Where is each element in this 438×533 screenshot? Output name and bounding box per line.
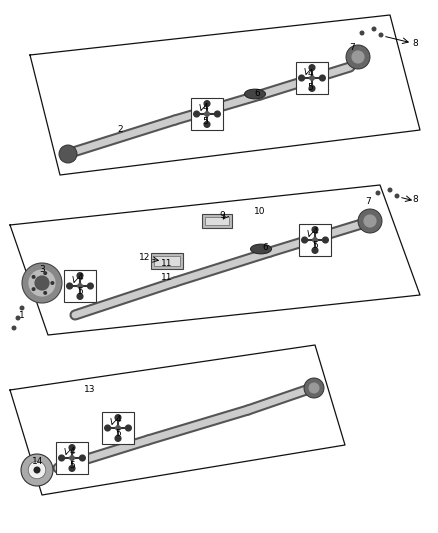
Circle shape — [69, 445, 75, 450]
Bar — [102, 412, 134, 444]
Text: 8: 8 — [412, 196, 418, 205]
Circle shape — [32, 287, 35, 291]
Circle shape — [346, 45, 370, 69]
Circle shape — [371, 27, 377, 31]
Text: 11: 11 — [161, 259, 173, 268]
Text: 7: 7 — [365, 198, 371, 206]
Text: 5: 5 — [202, 117, 208, 126]
Ellipse shape — [251, 244, 272, 254]
Circle shape — [309, 64, 315, 70]
Circle shape — [115, 415, 121, 421]
Circle shape — [20, 305, 25, 311]
Circle shape — [312, 247, 318, 253]
Text: 12: 12 — [139, 254, 151, 262]
Circle shape — [310, 76, 314, 80]
Circle shape — [33, 466, 41, 473]
Text: 5: 5 — [115, 430, 121, 439]
Circle shape — [115, 435, 121, 441]
Circle shape — [308, 383, 319, 393]
Text: 2: 2 — [117, 125, 123, 134]
Bar — [154, 256, 180, 266]
Circle shape — [351, 51, 364, 63]
Text: 3: 3 — [39, 265, 45, 274]
Circle shape — [116, 426, 120, 430]
Circle shape — [360, 30, 364, 36]
Text: 4: 4 — [69, 448, 75, 456]
Text: 5: 5 — [307, 83, 313, 92]
Bar — [191, 98, 223, 130]
Circle shape — [215, 111, 220, 117]
Circle shape — [32, 275, 35, 279]
Text: 8: 8 — [412, 38, 418, 47]
Text: 11: 11 — [161, 272, 173, 281]
Text: 5: 5 — [312, 241, 318, 251]
Bar — [151, 253, 183, 269]
Circle shape — [299, 75, 304, 81]
Circle shape — [22, 263, 62, 303]
Circle shape — [302, 237, 307, 243]
Circle shape — [21, 454, 53, 486]
Text: 6: 6 — [254, 88, 260, 98]
Circle shape — [11, 326, 17, 330]
Circle shape — [69, 465, 75, 471]
Circle shape — [50, 281, 54, 285]
Circle shape — [364, 214, 377, 228]
Text: 14: 14 — [32, 457, 44, 466]
Circle shape — [204, 122, 210, 127]
Circle shape — [67, 283, 72, 289]
Circle shape — [375, 190, 381, 196]
Text: 5: 5 — [77, 287, 83, 296]
Circle shape — [395, 193, 399, 198]
Circle shape — [28, 461, 46, 479]
Circle shape — [77, 294, 83, 300]
Text: 4: 4 — [115, 416, 121, 424]
Circle shape — [59, 455, 64, 461]
Circle shape — [313, 238, 317, 242]
Circle shape — [205, 112, 209, 116]
Circle shape — [80, 455, 85, 461]
Circle shape — [309, 85, 315, 91]
Circle shape — [77, 273, 83, 278]
Circle shape — [105, 425, 110, 431]
Circle shape — [378, 33, 384, 37]
Text: 13: 13 — [84, 385, 96, 394]
Circle shape — [43, 291, 47, 295]
Text: 4: 4 — [307, 69, 313, 77]
Text: 4: 4 — [77, 273, 83, 282]
Bar — [296, 62, 328, 94]
Bar — [205, 217, 229, 225]
Circle shape — [70, 456, 74, 460]
Circle shape — [126, 425, 131, 431]
Circle shape — [322, 237, 328, 243]
Text: 6: 6 — [262, 244, 268, 253]
Circle shape — [15, 316, 21, 320]
Text: 4: 4 — [312, 228, 318, 237]
Ellipse shape — [244, 89, 265, 99]
Circle shape — [319, 75, 325, 81]
Circle shape — [88, 283, 93, 289]
Circle shape — [312, 227, 318, 232]
Bar — [299, 224, 331, 256]
Circle shape — [204, 101, 210, 107]
Text: 9: 9 — [219, 211, 225, 220]
Circle shape — [304, 378, 324, 398]
Circle shape — [358, 209, 382, 233]
Text: 10: 10 — [254, 207, 266, 216]
Circle shape — [194, 111, 199, 117]
Circle shape — [35, 276, 49, 290]
Circle shape — [59, 145, 77, 163]
Circle shape — [388, 188, 392, 192]
Circle shape — [43, 271, 47, 275]
Text: 5: 5 — [69, 462, 75, 471]
Text: 1: 1 — [19, 311, 25, 319]
Circle shape — [78, 284, 82, 288]
Bar — [202, 214, 232, 228]
Text: 7: 7 — [349, 43, 355, 52]
Circle shape — [28, 269, 56, 296]
Text: 4: 4 — [202, 103, 208, 112]
Bar — [56, 442, 88, 474]
Bar — [64, 270, 96, 302]
